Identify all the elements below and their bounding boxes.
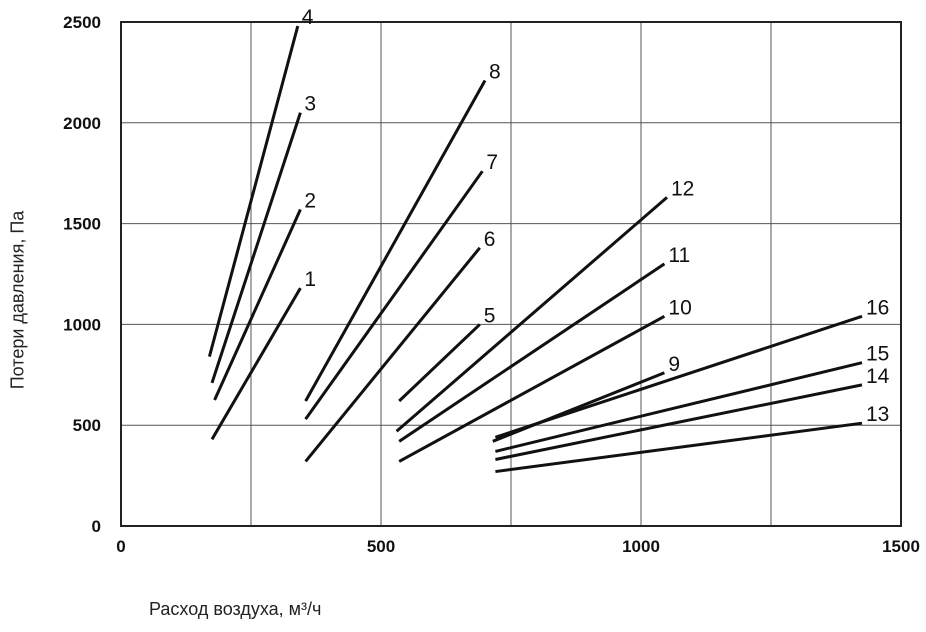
series-label-10: 10 (668, 296, 691, 319)
series-line-5 (398, 323, 481, 403)
series-label-13: 13 (866, 403, 889, 426)
series-line-2 (213, 208, 302, 401)
y-axis-title-text: Потери давления, Па (7, 210, 28, 390)
series-label-15: 15 (866, 343, 889, 366)
series-label-3: 3 (304, 93, 316, 116)
series-lines (207, 25, 863, 474)
series-label-7: 7 (486, 151, 498, 174)
y-tick-label: 2500 (63, 13, 101, 32)
x-axis: 0 500 1000 1500 (116, 537, 920, 556)
series-label-6: 6 (484, 228, 496, 251)
series-label-5: 5 (484, 304, 496, 327)
series-label-8: 8 (489, 60, 501, 83)
series-label-16: 16 (866, 296, 889, 319)
series-label-4: 4 (302, 6, 314, 29)
y-tick-label: 1500 (63, 215, 101, 234)
series-label-12: 12 (671, 177, 694, 200)
y-tick-label: 2000 (63, 114, 101, 133)
series-line-7 (304, 170, 484, 421)
series-line-1 (210, 287, 302, 441)
series-line-13 (495, 421, 863, 474)
series-label-14: 14 (866, 365, 890, 388)
series-line-10 (398, 315, 666, 463)
x-tick-label: 500 (367, 537, 395, 556)
series-line-4 (207, 25, 300, 358)
series-label-1: 1 (304, 268, 316, 291)
series-line-15 (495, 361, 863, 453)
x-tick-label: 0 (116, 537, 125, 556)
plot-frame (120, 21, 902, 527)
y-tick-label: 500 (73, 416, 101, 435)
y-axis-title: Потери давления, Па (8, 150, 28, 450)
series-line-12 (395, 196, 668, 433)
y-tick-label: 0 (92, 517, 101, 536)
series-line-6 (304, 246, 481, 463)
series-line-11 (398, 262, 666, 443)
x-tick-label: 1000 (622, 537, 660, 556)
y-tick-label: 1000 (63, 315, 101, 334)
x-axis-title: Расход воздуха, м³/ч (149, 599, 322, 619)
series-line-8 (304, 79, 487, 402)
series-line-14 (495, 383, 863, 461)
x-tick-label: 1500 (882, 537, 920, 556)
series-label-9: 9 (668, 353, 680, 376)
series-line-3 (210, 112, 302, 384)
series-line-16 (494, 314, 863, 439)
series-label-2: 2 (304, 189, 316, 212)
series-label-11: 11 (668, 244, 690, 267)
grid (120, 21, 902, 527)
y-axis: 0 500 1000 1500 2000 2500 (63, 13, 101, 536)
